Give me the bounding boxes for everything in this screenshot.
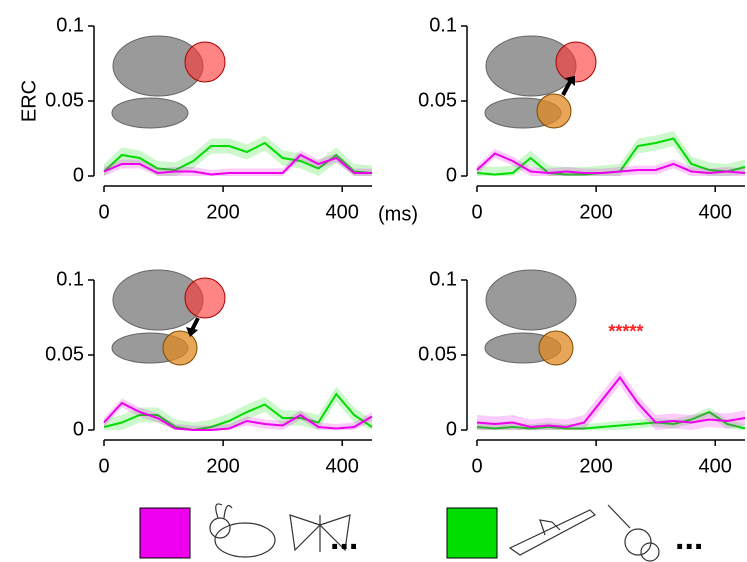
x-tick-label: 0 [98, 455, 109, 477]
y-tick-label: 0.05 [45, 89, 84, 111]
legend-more: ... [675, 519, 703, 557]
y-tick-label: 0.05 [418, 343, 457, 365]
x-tick-label: 200 [579, 455, 612, 477]
x-unit: (ms) [378, 203, 418, 225]
y-tick-label: 0.1 [429, 14, 457, 36]
x-tick-label: 400 [699, 201, 732, 223]
x-tick-label: 0 [98, 201, 109, 223]
legend-swatch [447, 508, 497, 558]
x-tick-label: 200 [206, 455, 239, 477]
figure: ... ... 0 0.05 0.1 0 200 400 ERC (ms) 0 0.05 0.1 0 2… [0, 0, 747, 562]
x-tick-label: 200 [579, 201, 612, 223]
y-axis-label: ERC [18, 80, 40, 122]
airplane-icon [510, 510, 595, 555]
y-tick-label: 0 [446, 164, 457, 186]
legend-swatch [140, 508, 190, 558]
y-tick-label: 0.1 [56, 14, 84, 36]
x-tick-label: 400 [326, 201, 359, 223]
guitar-icon [608, 505, 659, 561]
x-tick-label: 0 [471, 201, 482, 223]
y-tick-label: 0 [73, 418, 84, 440]
y-tick-label: 0 [446, 418, 457, 440]
x-tick-label: 0 [471, 455, 482, 477]
y-tick-label: 0.1 [429, 268, 457, 290]
y-tick-label: 0.05 [45, 343, 84, 365]
rabbit-icon [210, 504, 275, 557]
legend-more: ... [330, 519, 358, 557]
y-tick-label: 0.05 [418, 89, 457, 111]
y-tick-label: 0.1 [56, 268, 84, 290]
x-tick-label: 200 [206, 201, 239, 223]
x-tick-label: 400 [326, 455, 359, 477]
y-tick-label: 0 [73, 164, 84, 186]
x-tick-label: 400 [699, 455, 732, 477]
annotation: ***** [608, 321, 643, 341]
